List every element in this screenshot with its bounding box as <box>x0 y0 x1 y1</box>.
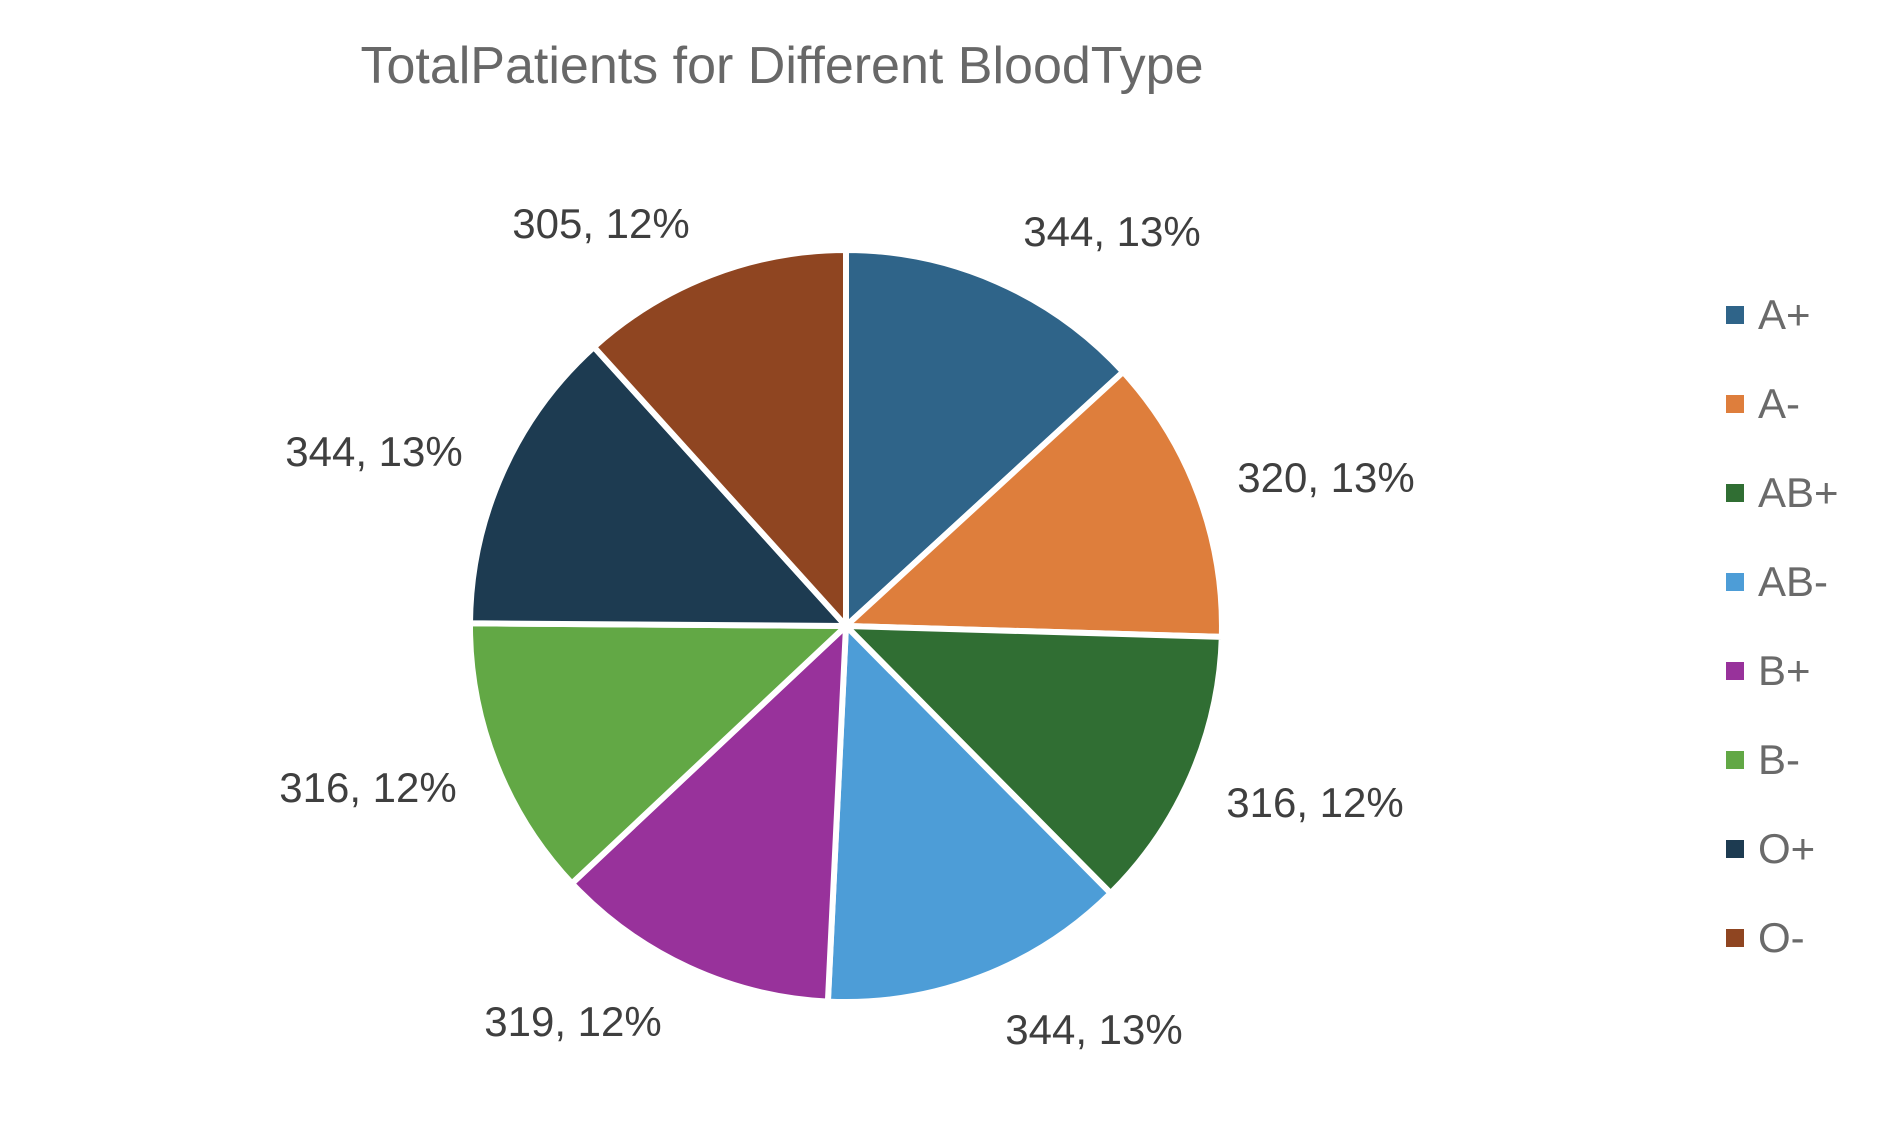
legend-label-b-plus: B+ <box>1758 647 1811 694</box>
legend-item-o-minus: O- <box>1726 916 1805 960</box>
legend-label-o-plus: O+ <box>1758 825 1816 872</box>
legend-swatch-ab-minus <box>1726 573 1744 591</box>
legend-label-a-plus: A+ <box>1758 291 1811 338</box>
legend-swatch-a-plus <box>1726 306 1744 324</box>
pie-slice-B-minusplus <box>568 623 849 1005</box>
legend-item-ab-minus: AB- <box>1726 560 1828 604</box>
pie-slice-O-minus <box>590 247 849 629</box>
slice-label-o-plus: 344, 13% <box>285 428 463 475</box>
legend-swatch-o-plus <box>1726 840 1744 858</box>
legend-swatch-b-minus <box>1726 751 1744 769</box>
legend-swatch-ab-plus <box>1726 484 1744 502</box>
legend-label-o-minus: O- <box>1758 914 1805 961</box>
legend-item-a-plus: A+ <box>1726 293 1811 337</box>
pie-slice-A-minus <box>843 368 1225 640</box>
slice-label-ab-plus: 316, 12% <box>1226 779 1404 826</box>
legend-item-a-minus: A- <box>1726 382 1800 426</box>
legend-label-a-minus: A- <box>1758 380 1800 427</box>
slice-label-b-minus: 316, 12% <box>279 764 457 811</box>
legend-label-b-minus: B- <box>1758 736 1800 783</box>
legend-label-ab-plus: AB+ <box>1758 469 1839 516</box>
legend-item-ab-plus: AB+ <box>1726 471 1839 515</box>
legend-item-b-minus: B- <box>1726 738 1800 782</box>
slice-label-b-plus: 319, 12% <box>484 998 662 1045</box>
pie-slice-A-minusplus <box>843 247 1127 629</box>
slice-label-ab-minus: 344, 13% <box>1005 1006 1183 1053</box>
pie-slice-O-minusplus <box>467 344 849 629</box>
legend-swatch-a-minus <box>1726 395 1744 413</box>
slice-label-a-plus: 344, 13% <box>1023 208 1201 255</box>
slice-label-o-minus: 305, 12% <box>512 200 690 247</box>
legend-item-o-plus: O+ <box>1726 827 1815 871</box>
legend-label-ab-minus: AB- <box>1758 558 1829 605</box>
legend-swatch-o-minus <box>1726 929 1744 947</box>
legend-swatch-b-plus <box>1726 662 1744 680</box>
slice-label-a-minus: 320, 13% <box>1237 454 1415 501</box>
chart-title: TotalPatients for Different BloodType <box>360 37 1204 95</box>
legend-item-b-plus: B+ <box>1726 649 1811 693</box>
pie-slice-B-minus <box>466 620 849 887</box>
pie-slice-AB-minusplus <box>843 623 1225 897</box>
pie-slice-AB-minus <box>824 623 1114 1006</box>
